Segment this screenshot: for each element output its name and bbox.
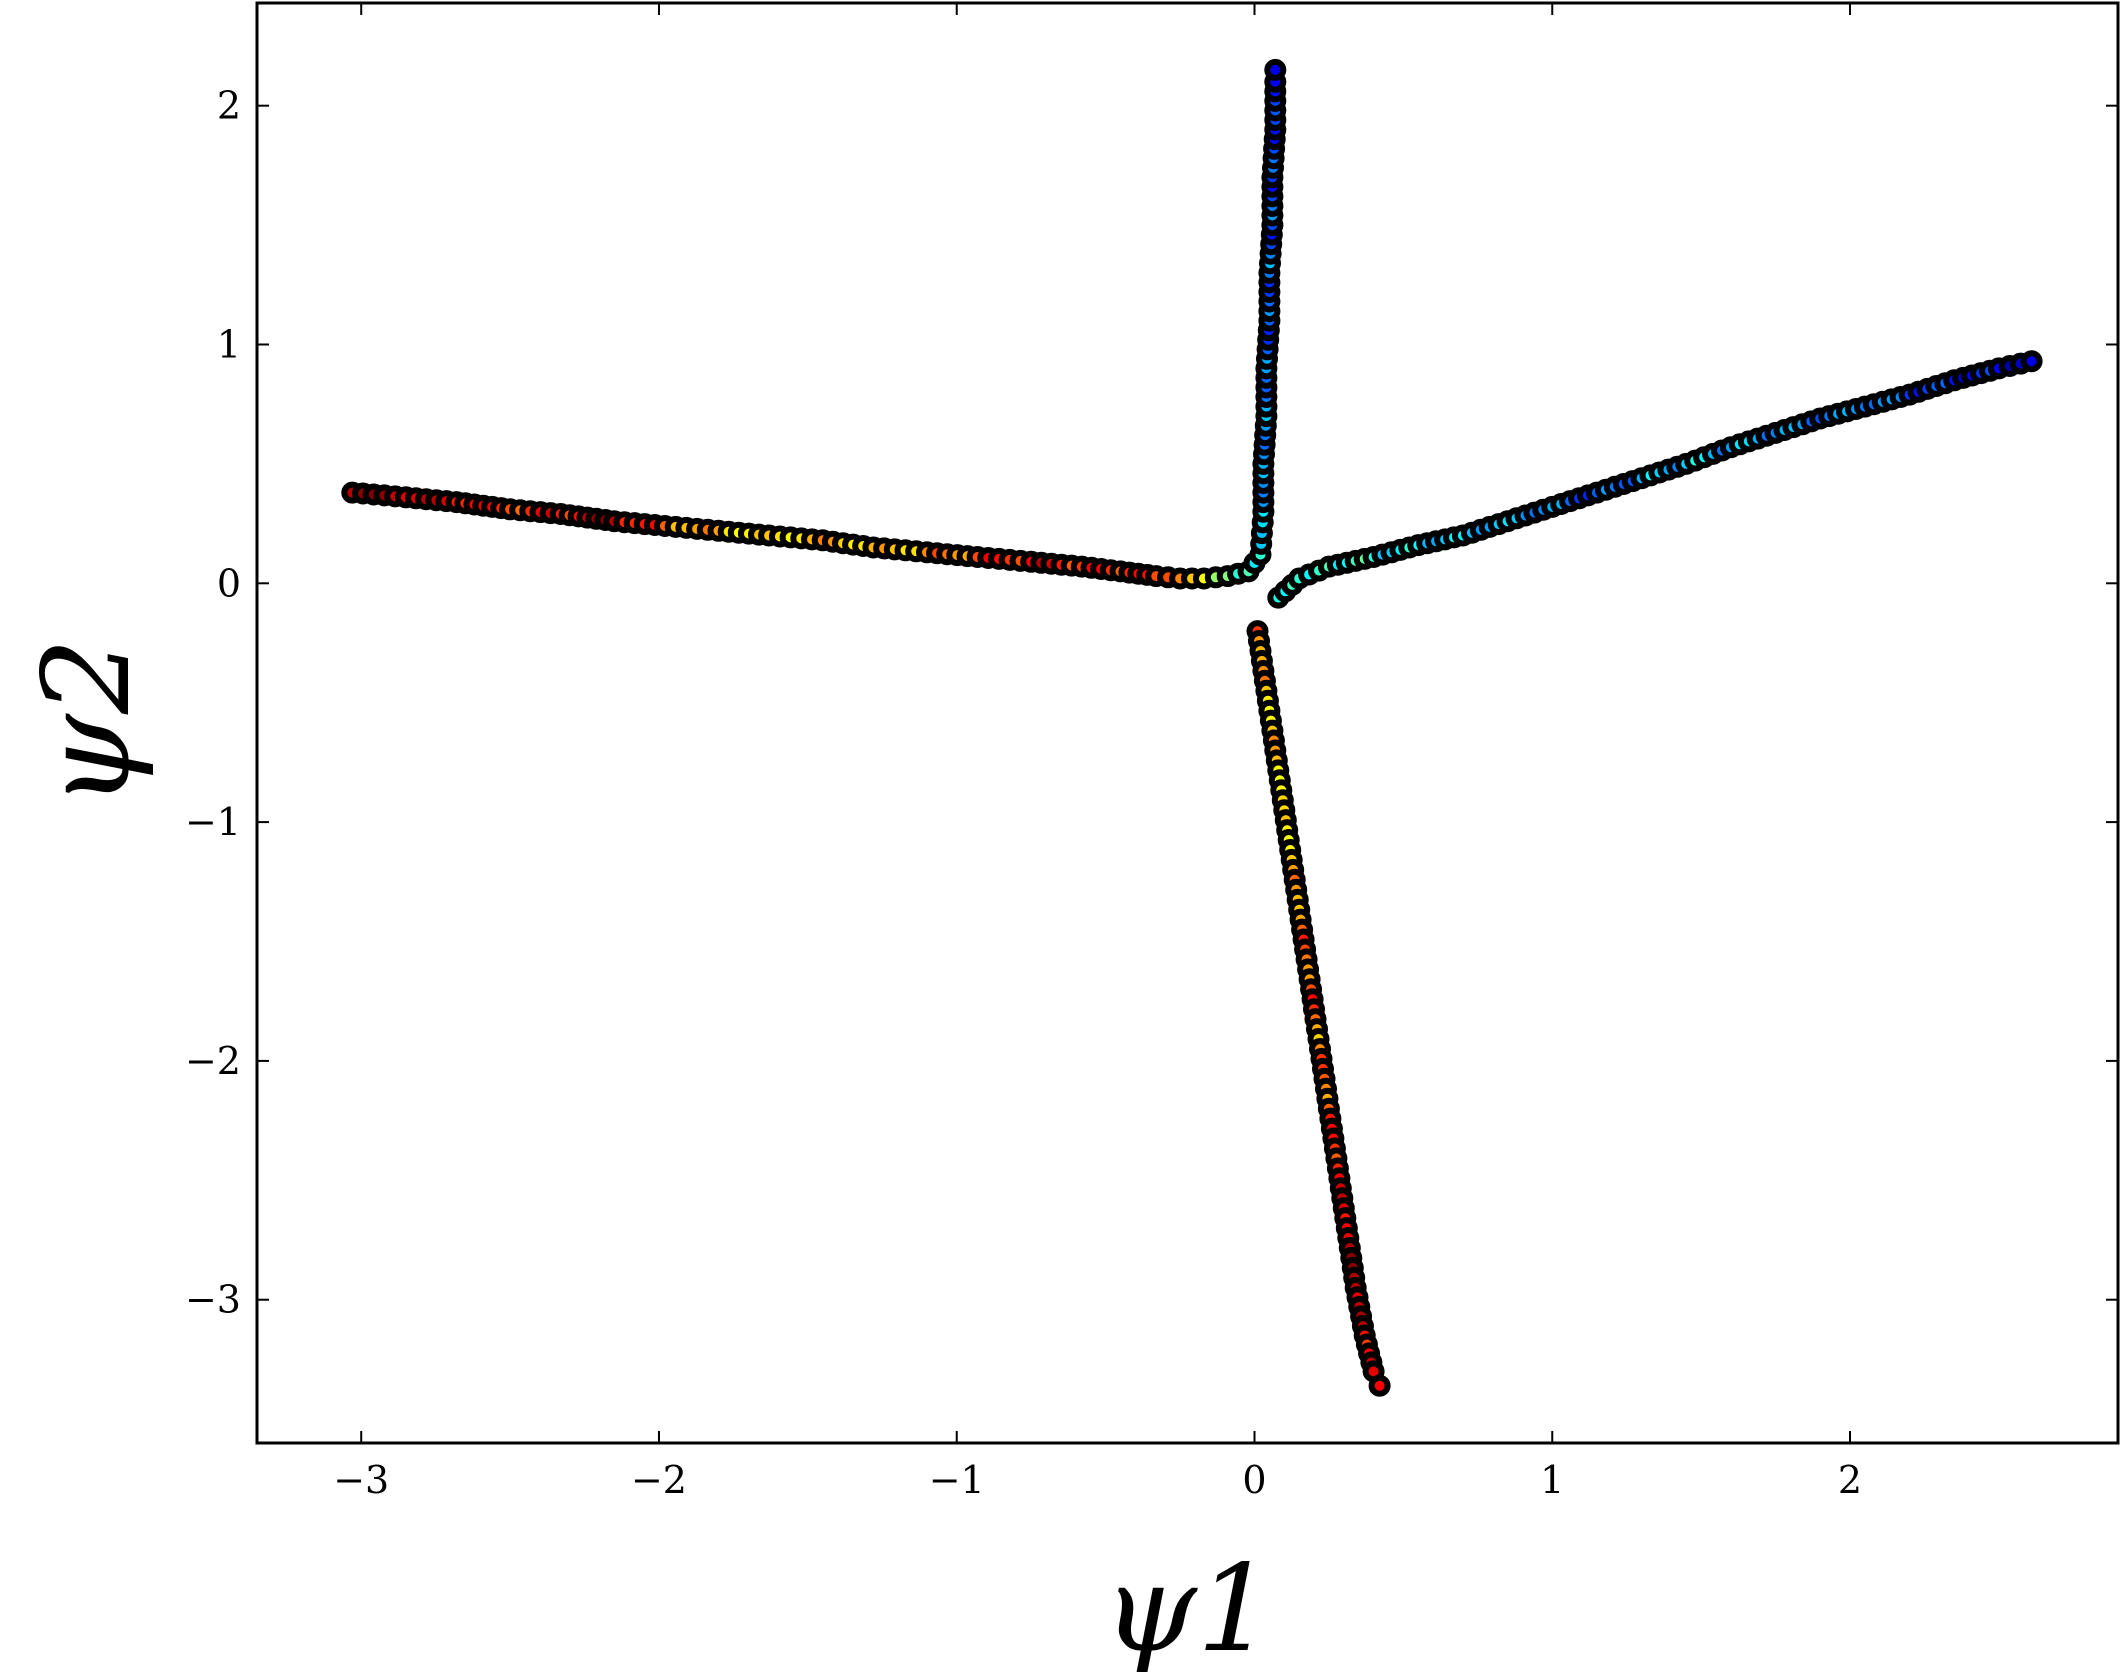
data-point	[1368, 1374, 1391, 1397]
y-axis-label: ψ2	[18, 638, 157, 808]
y-tick-label: −2	[185, 1039, 241, 1083]
data-point	[1264, 58, 1287, 81]
y-tick-label: −1	[185, 800, 241, 844]
x-tick-label: −3	[333, 1458, 389, 1502]
axis-ticks: −3 −2 −1 0 1 2 −3 −2 −1 0 1 2	[185, 3, 2118, 1502]
data-point	[2020, 350, 2043, 373]
y-tick-label: 0	[217, 561, 241, 605]
x-tick-label: 1	[1540, 1458, 1564, 1502]
y-tick-label: −3	[185, 1278, 241, 1322]
x-tick-label: −2	[631, 1458, 687, 1502]
y-tick-label: 2	[217, 84, 241, 128]
plot-area	[341, 58, 2043, 1397]
x-axis-label: ψ1	[1103, 1540, 1273, 1672]
plot-frame	[255, 1, 2120, 1445]
x-tick-label: −1	[929, 1458, 985, 1502]
x-tick-label: 2	[1838, 1458, 1862, 1502]
y-tick-label: 1	[217, 322, 241, 366]
x-tick-label: 0	[1242, 1458, 1266, 1502]
